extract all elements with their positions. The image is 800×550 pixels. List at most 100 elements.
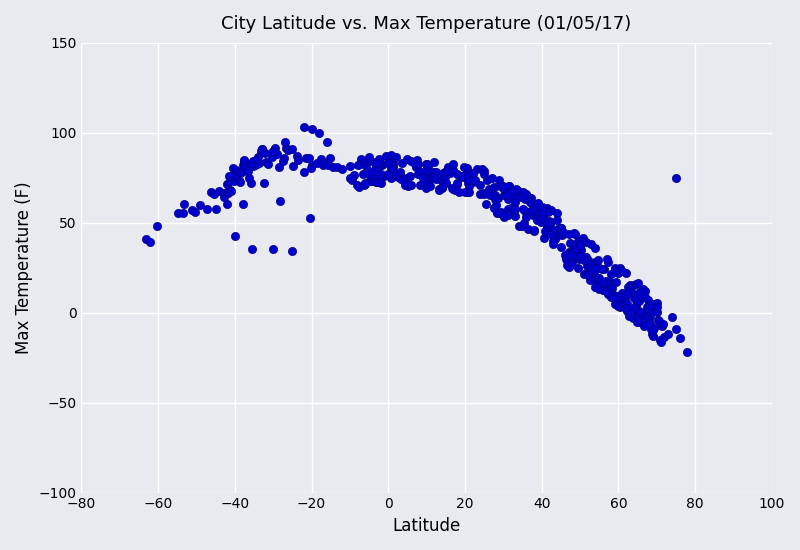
Point <box>490 200 502 209</box>
Point <box>400 178 413 187</box>
Point <box>372 155 385 164</box>
Point <box>430 174 442 183</box>
Point <box>359 162 372 170</box>
Point <box>670 173 682 182</box>
Point <box>412 169 425 178</box>
Point <box>276 157 289 166</box>
Point <box>616 266 629 275</box>
Point <box>242 173 255 182</box>
Point <box>543 220 556 229</box>
Point <box>498 212 510 221</box>
Point <box>274 196 286 205</box>
Point <box>238 155 251 164</box>
Point <box>543 219 556 228</box>
Point <box>650 302 663 311</box>
Point <box>574 251 586 260</box>
Point <box>590 276 602 284</box>
Point <box>523 208 536 217</box>
Point <box>543 217 556 226</box>
Point <box>428 168 441 177</box>
Point <box>638 321 650 330</box>
Point <box>648 300 661 309</box>
Point <box>234 177 246 186</box>
Point <box>643 311 656 320</box>
Point <box>535 211 548 219</box>
Point <box>409 159 422 168</box>
Point <box>420 184 433 192</box>
Point <box>310 159 323 168</box>
Point <box>654 336 667 344</box>
Point <box>314 154 327 163</box>
Point <box>546 240 559 249</box>
Point <box>353 182 366 191</box>
Point <box>502 211 515 219</box>
Point <box>218 192 230 201</box>
Point <box>318 159 330 168</box>
Point <box>451 179 464 188</box>
Point <box>474 189 486 198</box>
Point <box>590 261 603 270</box>
Point <box>446 183 458 192</box>
Point <box>620 290 633 299</box>
Point <box>471 164 484 173</box>
Point <box>462 175 475 184</box>
Point <box>439 167 452 175</box>
Point <box>604 270 617 278</box>
Point <box>210 205 222 214</box>
Point <box>610 295 622 304</box>
Point <box>578 270 591 278</box>
Point <box>245 179 258 188</box>
Point <box>389 168 402 177</box>
Point <box>394 168 406 177</box>
Point <box>628 293 641 302</box>
Point <box>586 261 598 270</box>
Point <box>259 148 272 157</box>
Point <box>607 292 620 301</box>
Point <box>324 154 337 163</box>
Point <box>607 291 620 300</box>
Point <box>644 320 657 328</box>
Point <box>304 163 317 172</box>
Point <box>626 314 639 322</box>
Point <box>306 161 318 169</box>
Point <box>567 228 580 237</box>
Point <box>642 315 655 323</box>
Point <box>572 264 585 273</box>
Point <box>439 178 452 187</box>
Point <box>585 264 598 273</box>
Point <box>223 177 236 185</box>
Point <box>230 166 242 174</box>
Point <box>562 230 575 239</box>
Point <box>497 208 510 217</box>
Point <box>591 279 604 288</box>
Point <box>545 206 558 214</box>
Point <box>227 176 240 185</box>
Point <box>636 285 649 294</box>
Point <box>593 283 606 292</box>
Point <box>428 158 441 167</box>
Point <box>543 223 556 232</box>
Point <box>497 211 510 220</box>
Point <box>298 167 310 176</box>
Point <box>510 186 523 195</box>
Point <box>346 176 358 185</box>
Point <box>222 188 234 197</box>
Point <box>637 314 650 323</box>
Point <box>492 193 505 202</box>
Point <box>597 285 610 294</box>
Point <box>255 145 268 153</box>
Point <box>488 195 501 204</box>
Point <box>595 265 608 274</box>
Point <box>139 234 152 243</box>
Point <box>292 156 305 165</box>
Point <box>481 176 494 185</box>
Point <box>194 200 206 209</box>
Point <box>450 170 463 179</box>
Point <box>524 197 537 206</box>
Point <box>201 205 214 213</box>
Point <box>546 231 558 240</box>
Point <box>572 253 585 262</box>
Point <box>278 153 290 162</box>
Point <box>420 161 433 169</box>
Point <box>632 306 645 315</box>
